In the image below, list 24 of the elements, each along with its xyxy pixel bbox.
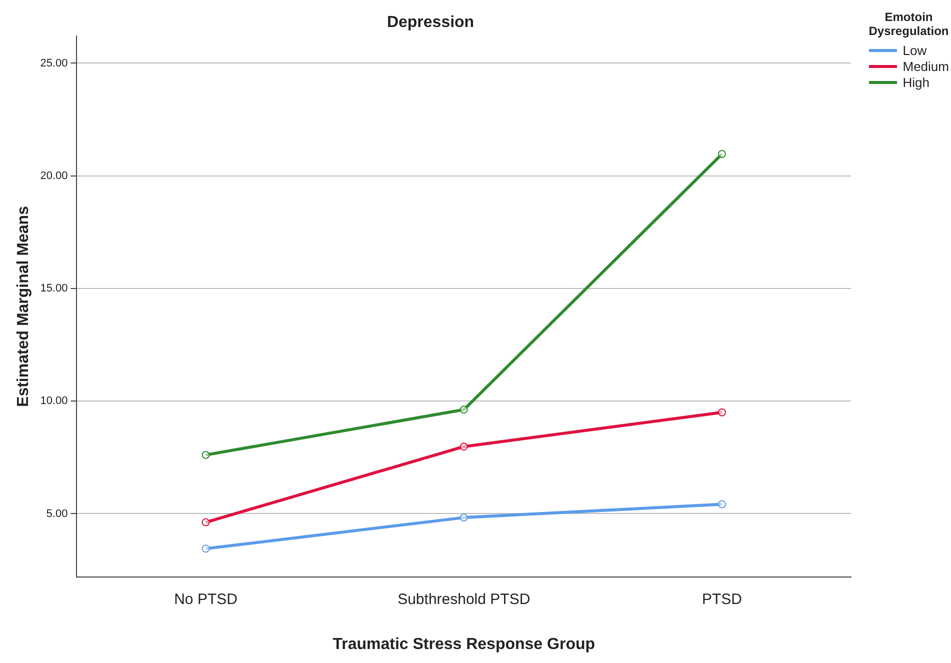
y-tick-label: 10.00 [40,395,68,408]
point [460,514,468,522]
x-tick-label: Subthreshold PTSD [398,590,530,608]
point [202,450,210,459]
y-tick-label: 25.00 [40,57,68,70]
point [718,500,726,508]
legend-label: Medium [902,58,949,74]
point [460,442,468,451]
x-axis-title: Traumatic Stress Response Group [332,636,596,653]
chart-title: Depression [386,14,474,32]
legend-label: Low [902,42,927,58]
point [202,544,210,553]
y-axis-title: Estimated Marginal Means [15,206,32,407]
y-tick-label: 5.00 [46,508,68,520]
y-tick-label: 20.00 [40,170,68,182]
point [460,406,468,414]
point [202,518,210,526]
y-tick-label: 15.00 [40,282,68,295]
point [718,150,726,158]
point [718,408,726,416]
x-tick-label: No PTSD [174,590,238,608]
legend-title: Emotoin Dysregulation [868,10,949,38]
x-tick-label: PTSD [702,590,742,608]
legend-label: High [902,74,930,90]
